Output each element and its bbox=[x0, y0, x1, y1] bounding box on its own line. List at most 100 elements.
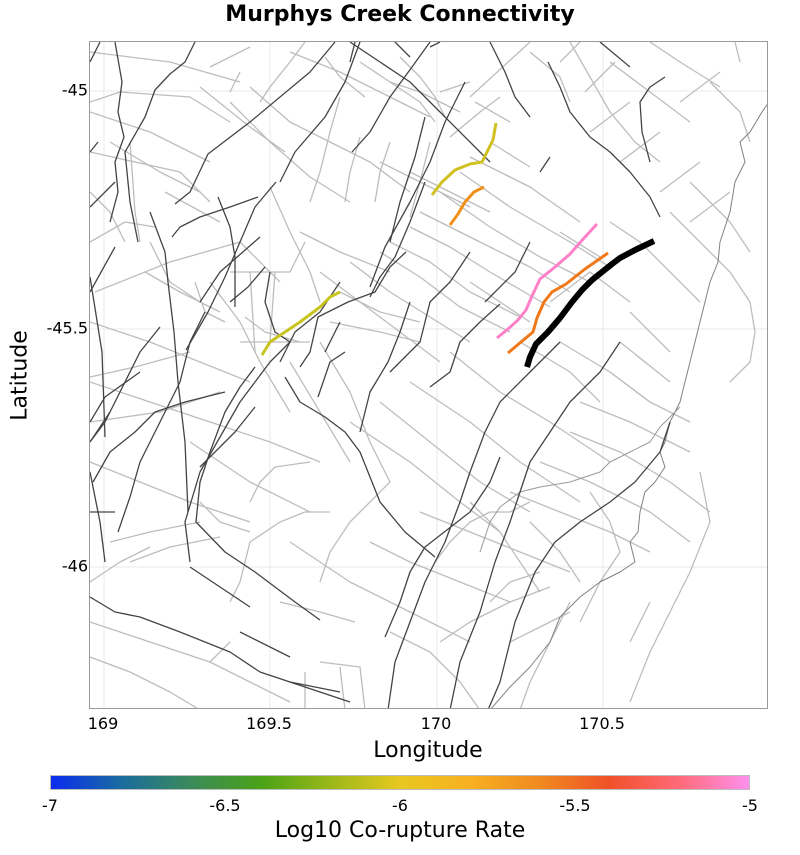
fault-section bbox=[229, 71, 241, 93]
fault-section bbox=[309, 96, 341, 203]
fault-trace bbox=[289, 681, 351, 703]
fault-section bbox=[609, 61, 691, 123]
fault-trace bbox=[429, 42, 441, 48]
fault-section bbox=[679, 71, 721, 103]
fault-section bbox=[289, 361, 351, 463]
fault-section bbox=[90, 151, 211, 203]
fault-section bbox=[289, 541, 351, 583]
fault-section bbox=[689, 191, 731, 223]
fault-trace bbox=[149, 211, 189, 513]
fault-section bbox=[359, 61, 461, 113]
fault-trace bbox=[90, 371, 141, 423]
fault-trace bbox=[90, 42, 101, 63]
fault-section bbox=[519, 341, 601, 403]
map-plot-area[interactable] bbox=[89, 41, 768, 709]
fault-trace bbox=[195, 366, 321, 621]
fault-section bbox=[409, 226, 551, 308]
fault-section bbox=[579, 401, 691, 453]
fault-section bbox=[584, 61, 616, 93]
fault-section bbox=[349, 261, 471, 343]
fault-trace bbox=[489, 42, 531, 118]
fault-section bbox=[149, 641, 291, 703]
x-tick-label: 170 bbox=[420, 714, 452, 733]
fault-trace bbox=[124, 42, 196, 243]
x-tick-label: 170.5 bbox=[579, 714, 625, 733]
fault-section bbox=[90, 91, 231, 123]
y-axis-label: Latitude bbox=[7, 330, 33, 421]
fault-trace bbox=[117, 311, 206, 533]
fault-section bbox=[90, 546, 151, 583]
fault-section bbox=[709, 81, 751, 143]
fault-section bbox=[344, 136, 361, 203]
fault-section bbox=[259, 42, 306, 103]
fault-trace bbox=[349, 42, 356, 63]
y-tick-label: -45.5 bbox=[46, 318, 88, 338]
fault-trace bbox=[324, 321, 341, 353]
fault-section bbox=[90, 656, 198, 708]
y-tick-label: -45 bbox=[61, 80, 88, 100]
fault-section bbox=[419, 511, 571, 573]
fault-trace bbox=[359, 301, 411, 433]
fault-trace bbox=[389, 116, 426, 243]
fault-section bbox=[349, 581, 471, 643]
fault-section bbox=[269, 186, 321, 303]
fault-section bbox=[659, 161, 701, 193]
fault-section bbox=[269, 271, 276, 343]
fault-section bbox=[529, 521, 581, 583]
fault-section bbox=[649, 42, 721, 88]
fault-section bbox=[129, 536, 221, 563]
fault-trace bbox=[217, 196, 236, 307]
fault-section bbox=[90, 221, 156, 243]
fault-section bbox=[559, 42, 581, 63]
fault-section bbox=[589, 101, 631, 133]
fault-section bbox=[90, 191, 126, 243]
fault-section bbox=[199, 501, 251, 533]
fault-section bbox=[249, 271, 256, 353]
fault-section bbox=[439, 586, 551, 643]
fault-section bbox=[609, 371, 691, 423]
fault-section bbox=[449, 96, 501, 138]
fault-section bbox=[244, 316, 301, 343]
fault-section bbox=[109, 521, 201, 543]
fault-section bbox=[289, 51, 431, 118]
fault-section bbox=[529, 51, 571, 103]
fault-section bbox=[379, 401, 531, 513]
fault-trace bbox=[264, 271, 291, 343]
fault-section bbox=[469, 42, 531, 98]
fault-trace bbox=[239, 631, 291, 658]
fault-section bbox=[539, 461, 691, 543]
fault-trace bbox=[299, 251, 407, 368]
fault-section bbox=[409, 141, 431, 218]
fault-section bbox=[324, 56, 366, 98]
fault-section bbox=[339, 666, 346, 708]
fault-trace bbox=[317, 351, 346, 398]
fault-section bbox=[129, 141, 141, 243]
fault-section bbox=[319, 661, 366, 708]
x-axis-label: Longitude bbox=[373, 738, 483, 763]
colorbar bbox=[50, 775, 750, 790]
fault-section bbox=[319, 271, 441, 363]
highlighted-fault bbox=[260, 290, 341, 356]
fault-trace bbox=[488, 421, 671, 708]
colorbar-tick-label: -5.5 bbox=[559, 796, 591, 815]
fault-section bbox=[389, 81, 436, 123]
fault-section bbox=[229, 511, 330, 603]
fault-section bbox=[459, 171, 611, 268]
fault-section bbox=[374, 141, 391, 203]
fault-section bbox=[469, 501, 541, 593]
fault-trace bbox=[174, 42, 336, 205]
fault-section bbox=[474, 101, 511, 123]
fault-trace bbox=[184, 341, 291, 563]
fault-trace bbox=[185, 181, 277, 351]
fault-section bbox=[319, 341, 391, 483]
fault-section bbox=[489, 141, 531, 168]
fault-trace bbox=[189, 566, 251, 608]
fault-trace bbox=[90, 181, 116, 208]
fault-trace bbox=[369, 81, 466, 288]
fault-trace bbox=[90, 246, 116, 293]
highlighted-fault bbox=[430, 122, 498, 196]
fault-section bbox=[94, 241, 281, 293]
highlighted-fault bbox=[507, 251, 609, 355]
fault-section bbox=[629, 311, 671, 353]
fault-section bbox=[329, 321, 421, 343]
